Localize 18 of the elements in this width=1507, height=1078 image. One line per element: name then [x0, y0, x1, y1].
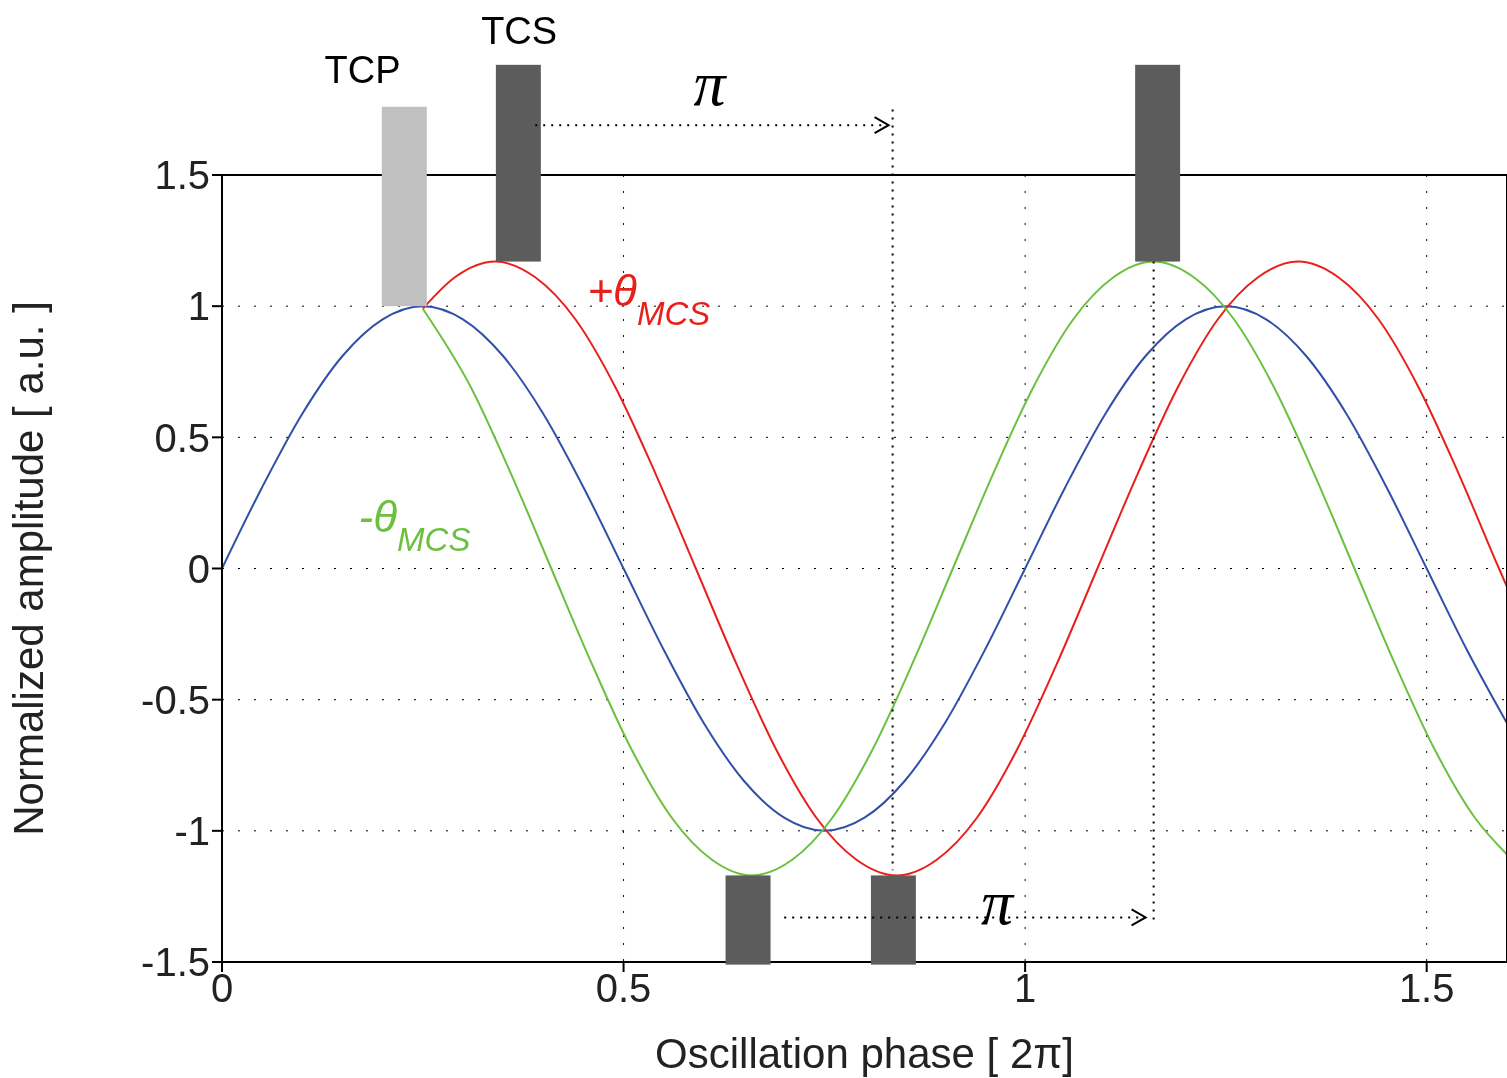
y-tick-label: 0 [187, 546, 210, 591]
text: TCS [481, 9, 558, 52]
x-axis-title: Oscillation phase [ 2π] [655, 1030, 1074, 1077]
annotation: π [980, 866, 1015, 938]
y-tick-label: 0.5 [154, 415, 210, 460]
y-axis-title: Normalized amplitude [ a.u. ] [4, 301, 52, 836]
text: TCP [324, 49, 401, 92]
x-tick-label: 1.5 [1398, 966, 1455, 1011]
y-tick-label: 1 [187, 284, 210, 329]
text: π [693, 47, 728, 119]
series-label: +θ$_{MCS}$ [587, 266, 711, 332]
y-tick-label: 1.5 [154, 153, 210, 198]
series-label: -θ$_{MCS}$ [358, 491, 471, 558]
x-tick-label: 1 [1014, 966, 1037, 1011]
y-tick-label: -0.5 [141, 677, 210, 722]
y-tick-label: -1.5 [141, 940, 210, 985]
y-tick-label: -1 [174, 809, 210, 854]
x-tick-label: 0.5 [595, 966, 652, 1011]
